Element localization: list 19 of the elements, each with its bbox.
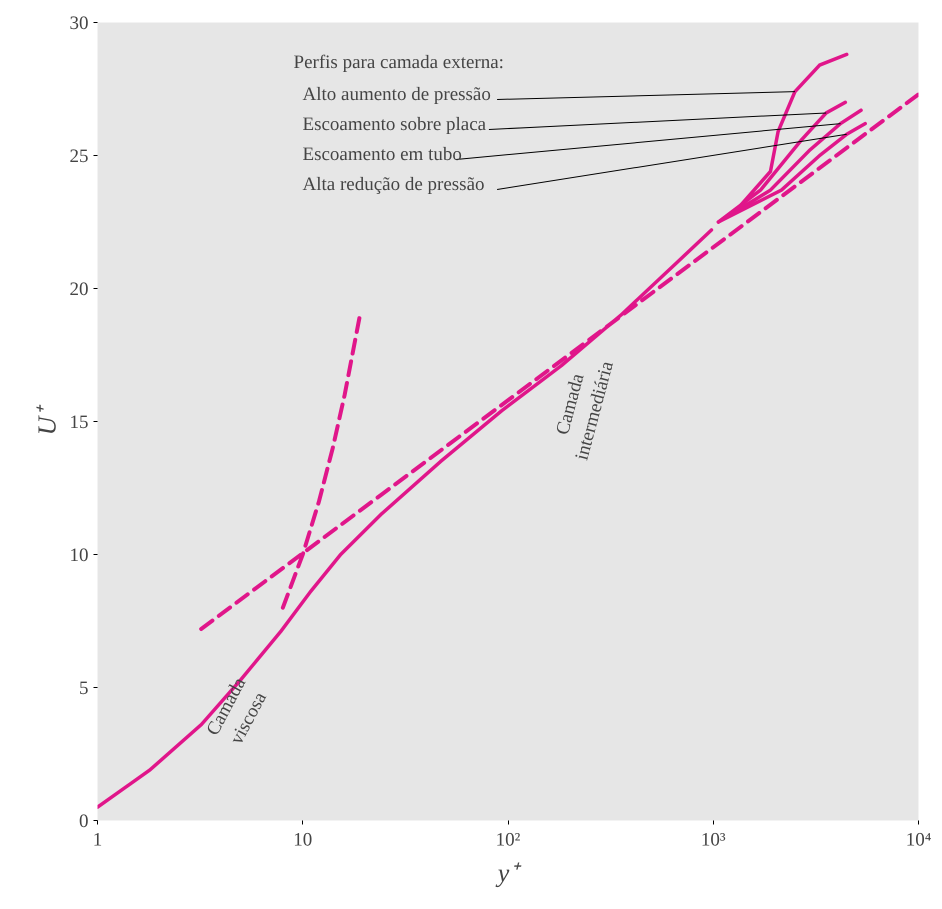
x-tick-label: 1 (92, 830, 102, 850)
x-tick-label: 10³ (700, 830, 726, 850)
y-tick-label: 15 (70, 412, 88, 433)
x-axis-title: y⁺ (494, 858, 522, 888)
text: Escoamento sobre placa (302, 114, 487, 135)
y-tick-label: 0 (79, 811, 88, 832)
y-tick-label: 30 (70, 13, 88, 34)
y-tick-label: 5 (79, 678, 88, 699)
text: Alta redução de pressão (302, 174, 485, 195)
x-tick-label: 10 (293, 830, 312, 850)
text: Escoamento em tubo (302, 144, 462, 165)
x-tick-label: 10² (496, 830, 521, 850)
text: Alto aumento de pressão (302, 84, 491, 105)
y-tick-label: 25 (70, 146, 88, 167)
y-axis-title: U⁺ (32, 404, 62, 436)
x-tick-label: 10⁴ (906, 830, 932, 850)
y-tick-label: 20 (70, 279, 88, 300)
y-tick-label: 10 (70, 545, 88, 566)
annotation: Perfis para camada externa: (294, 52, 504, 73)
